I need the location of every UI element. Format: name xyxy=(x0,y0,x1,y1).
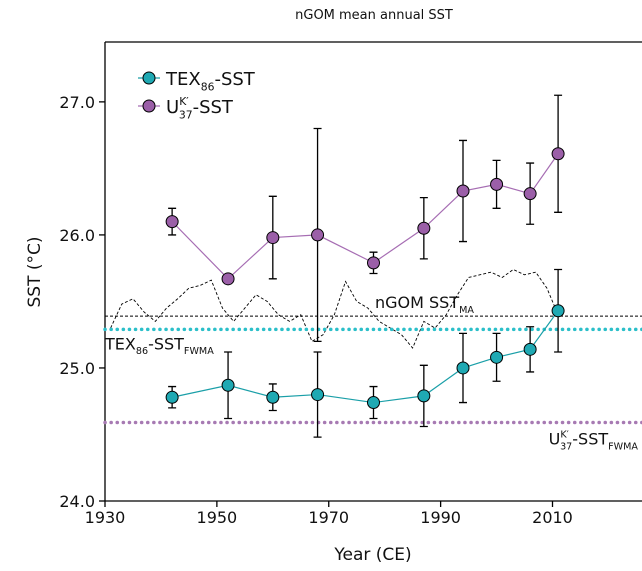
label-part: U xyxy=(549,430,561,449)
label-part: TEX xyxy=(104,334,136,353)
label-part: -SST xyxy=(572,430,608,449)
x-tick-label: 1990 xyxy=(420,508,461,527)
series-line xyxy=(171,310,559,404)
marker xyxy=(490,177,504,191)
marker xyxy=(456,361,470,375)
label-part: MA xyxy=(459,305,474,316)
label-part: -SST xyxy=(148,334,184,353)
marker xyxy=(551,304,565,318)
x-axis-label: Year (CE) xyxy=(333,545,411,565)
label-part: K′ xyxy=(560,429,568,440)
x-tick-label: 2010 xyxy=(532,508,573,527)
y-axis-label: SST (°C) xyxy=(25,236,45,307)
marker xyxy=(221,272,235,286)
reference-series-line xyxy=(110,268,559,349)
legend-marker xyxy=(142,71,156,85)
marker xyxy=(367,256,380,270)
label-part: 37 xyxy=(560,441,572,452)
x-tick-label: 1970 xyxy=(308,508,349,527)
rich-label: nGOM SSTMA xyxy=(375,293,474,316)
marker xyxy=(417,221,431,235)
x-tick-label: 1930 xyxy=(85,508,126,527)
label-part: nGOM SST xyxy=(375,293,459,312)
label-part: K′ xyxy=(179,95,189,108)
marker xyxy=(221,378,235,392)
y-tick-label: 24.0 xyxy=(59,492,95,511)
marker xyxy=(367,396,380,410)
marker xyxy=(311,388,325,402)
marker xyxy=(523,187,537,201)
label-part: U xyxy=(166,97,179,118)
series-line xyxy=(171,153,559,280)
label-part: 37 xyxy=(179,108,193,121)
rich-label: TEX86-SST xyxy=(165,69,256,93)
label-part: FWMA xyxy=(608,441,638,452)
rich-label: TEX86-SSTFWMA xyxy=(104,334,214,357)
label-part: 86 xyxy=(136,346,148,357)
label-part: -SST xyxy=(214,69,255,90)
label-part: TEX xyxy=(165,69,201,90)
marker xyxy=(523,342,537,356)
marker xyxy=(490,350,504,364)
marker xyxy=(266,390,280,404)
marker xyxy=(266,231,280,245)
label-part: -SST xyxy=(193,97,234,118)
label-part: FWMA xyxy=(184,346,214,357)
marker xyxy=(551,147,565,161)
marker xyxy=(165,390,179,404)
rich-label: UK′ 37-SSTFWMA xyxy=(549,429,639,452)
marker xyxy=(456,184,470,198)
legend-marker xyxy=(142,99,156,113)
label-part: 86 xyxy=(201,80,215,93)
marker xyxy=(417,389,431,403)
marker xyxy=(165,215,179,229)
chart-title: nGOM mean annual SST xyxy=(295,8,453,23)
y-tick-label: 25.0 xyxy=(59,359,95,378)
marker xyxy=(311,228,325,242)
y-tick-label: 27.0 xyxy=(59,93,95,112)
x-tick-label: 1950 xyxy=(197,508,238,527)
rich-label: UK′ 37-SST xyxy=(166,95,234,122)
y-tick-label: 26.0 xyxy=(59,226,95,245)
